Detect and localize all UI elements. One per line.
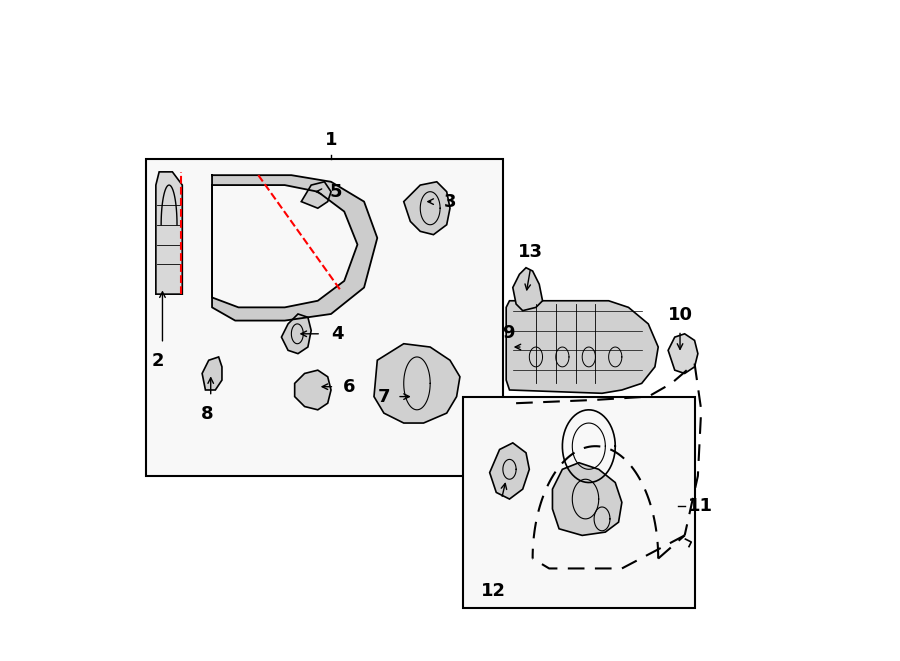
Polygon shape	[212, 175, 377, 321]
Text: 8: 8	[201, 405, 213, 422]
Polygon shape	[513, 268, 543, 311]
Text: 6: 6	[343, 377, 356, 396]
Polygon shape	[294, 370, 331, 410]
Text: 1: 1	[325, 131, 338, 149]
Polygon shape	[553, 463, 622, 535]
Polygon shape	[404, 182, 450, 235]
Text: 5: 5	[329, 182, 342, 201]
Polygon shape	[490, 443, 529, 499]
Bar	[464, 397, 695, 608]
Text: 9: 9	[502, 324, 515, 342]
Polygon shape	[668, 334, 698, 373]
Polygon shape	[156, 172, 183, 294]
Text: 3: 3	[444, 192, 456, 211]
Polygon shape	[202, 357, 222, 390]
Text: 2: 2	[151, 352, 164, 369]
Polygon shape	[374, 344, 460, 423]
Text: 4: 4	[331, 325, 344, 343]
Polygon shape	[506, 301, 658, 393]
Bar	[146, 159, 503, 476]
Polygon shape	[282, 314, 311, 354]
Polygon shape	[302, 182, 331, 208]
Text: 11: 11	[688, 496, 713, 515]
Text: 12: 12	[481, 582, 506, 600]
Text: 10: 10	[668, 306, 692, 324]
Text: 13: 13	[518, 243, 543, 261]
Text: 7: 7	[378, 387, 391, 406]
